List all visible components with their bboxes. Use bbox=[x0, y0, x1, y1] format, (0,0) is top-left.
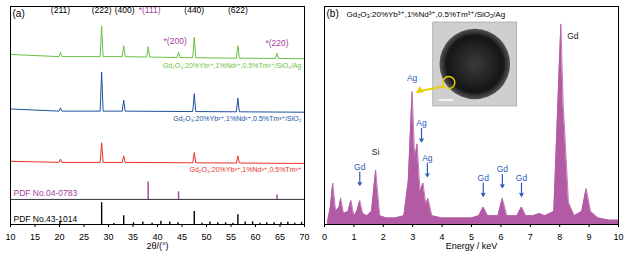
svg-text:65: 65 bbox=[275, 232, 285, 242]
svg-text:40: 40 bbox=[152, 231, 163, 242]
svg-text:35: 35 bbox=[128, 232, 138, 242]
svg-text:60: 60 bbox=[250, 232, 260, 242]
svg-text:5: 5 bbox=[469, 231, 474, 242]
svg-text:Si: Si bbox=[372, 147, 380, 157]
svg-text:Ag: Ag bbox=[422, 153, 433, 163]
svg-text:Gd: Gd bbox=[497, 164, 509, 174]
svg-text:Gd₂O₃:20%Yb³⁺,1%Nd³⁺,0.5%Tm³⁺/: Gd₂O₃:20%Yb³⁺,1%Nd³⁺,0.5%Tm³⁺/SiO₂/Ag bbox=[347, 10, 506, 19]
svg-text:(622): (622) bbox=[227, 5, 248, 15]
svg-text:7: 7 bbox=[528, 232, 533, 242]
svg-text:*(220): *(220) bbox=[265, 38, 288, 48]
svg-text:25: 25 bbox=[79, 232, 89, 242]
svg-text:Ag: Ag bbox=[407, 73, 418, 83]
svg-text:Energy / keV: Energy / keV bbox=[446, 241, 498, 251]
svg-text:Gd: Gd bbox=[354, 162, 366, 172]
svg-text:9: 9 bbox=[587, 232, 592, 242]
svg-text:Gd: Gd bbox=[567, 31, 579, 41]
svg-text:50: 50 bbox=[201, 232, 211, 242]
svg-text:1: 1 bbox=[351, 232, 356, 242]
svg-text:15: 15 bbox=[30, 232, 40, 242]
svg-text:Gd₂O₃:20%Yb³⁺,1%Nd³⁺,0.5%Tm³⁺/: Gd₂O₃:20%Yb³⁺,1%Nd³⁺,0.5%Tm³⁺/SiO₂ bbox=[173, 115, 302, 122]
svg-text:8: 8 bbox=[557, 232, 562, 242]
svg-text:*(200): *(200) bbox=[164, 36, 187, 46]
svg-text:PDF No.04-0783: PDF No.04-0783 bbox=[14, 188, 78, 198]
svg-text:(b): (b) bbox=[327, 8, 339, 19]
svg-text:Gd₂O₃:20%Yb³⁺,1%Nd³⁺,0.5%Tm³⁺: Gd₂O₃:20%Yb³⁺,1%Nd³⁺,0.5%Tm³⁺ bbox=[190, 166, 302, 173]
svg-text:3: 3 bbox=[410, 232, 415, 242]
svg-text:0: 0 bbox=[322, 232, 327, 242]
svg-text:PDF No.43-1014: PDF No.43-1014 bbox=[14, 214, 78, 224]
svg-text:55: 55 bbox=[226, 232, 236, 242]
svg-text:10: 10 bbox=[5, 232, 15, 242]
svg-text:(440): (440) bbox=[184, 5, 205, 15]
svg-text:Gd₂O₃:20%Yb³⁺,1%Nd³⁺,0.5%Tm³⁺/: Gd₂O₃:20%Yb³⁺,1%Nd³⁺,0.5%Tm³⁺/SiO₂/Ag bbox=[163, 62, 302, 70]
svg-text:45: 45 bbox=[177, 232, 187, 242]
svg-text:(211): (211) bbox=[50, 5, 71, 15]
html-text:(222) (400) *(111): (222) (400) *(111) bbox=[91, 5, 161, 15]
svg-text:10: 10 bbox=[613, 232, 623, 242]
svg-text:20: 20 bbox=[54, 232, 64, 242]
svg-text:6: 6 bbox=[498, 232, 503, 242]
svg-text:(a): (a) bbox=[13, 8, 25, 19]
svg-text:70: 70 bbox=[299, 232, 309, 242]
svg-text:2: 2 bbox=[381, 232, 386, 242]
svg-text:2θ/(°): 2θ/(°) bbox=[146, 241, 168, 251]
svg-text:Gd: Gd bbox=[516, 173, 528, 183]
svg-text:4: 4 bbox=[440, 232, 445, 242]
svg-text:Gd: Gd bbox=[478, 173, 490, 183]
svg-text:Ag: Ag bbox=[416, 118, 427, 128]
svg-text:30: 30 bbox=[103, 232, 113, 242]
